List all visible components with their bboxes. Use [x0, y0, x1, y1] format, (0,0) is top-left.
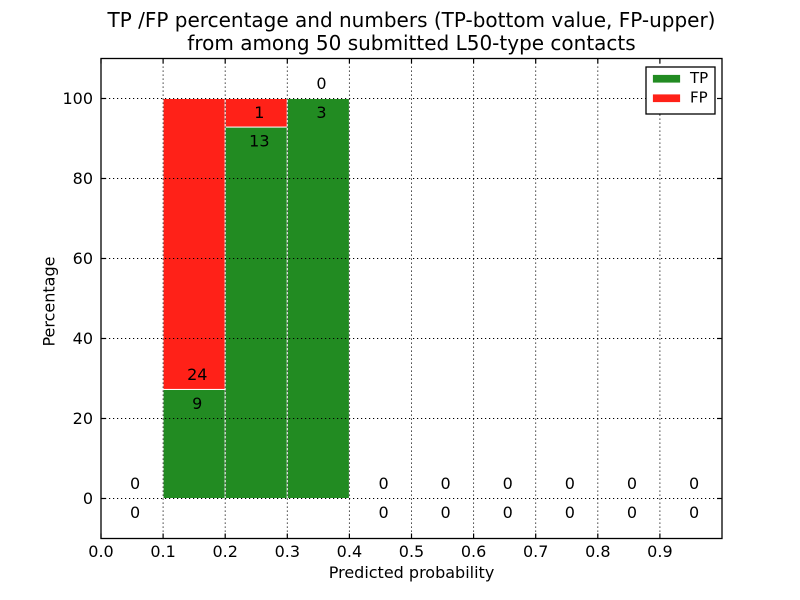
tp-count-label: 0	[689, 503, 699, 522]
x-tick-label: 0.6	[461, 542, 486, 561]
fp-count-label: 0	[441, 474, 451, 493]
fp-bar-segment	[224, 98, 288, 128]
fp-count-label: 0	[316, 74, 326, 93]
x-tick-label: 0.0	[88, 542, 113, 561]
fp-count-label: 1	[254, 103, 264, 122]
x-tick-label: 0.2	[212, 542, 237, 561]
tp-count-label: 0	[378, 503, 388, 522]
legend-fp-label: FP	[690, 89, 708, 107]
x-tick-label: 0.4	[337, 542, 362, 561]
x-axis-label: Predicted probability	[328, 563, 495, 582]
y-tick-label: 60	[73, 249, 93, 268]
tp-count-label: 13	[249, 132, 269, 151]
y-axis-label: Percentage	[39, 256, 59, 347]
fp-count-label: 0	[565, 474, 575, 493]
tp-count-label: 0	[441, 503, 451, 522]
y-tick-label: 80	[73, 169, 93, 188]
tp-count-label: 0	[565, 503, 575, 522]
tp-count-label: 9	[192, 394, 202, 413]
legend-fp-swatch	[652, 93, 681, 103]
y-tick-label: 40	[73, 329, 93, 348]
tp-bar-segment	[286, 98, 350, 499]
tp-count-label: 0	[130, 503, 140, 522]
fp-count-label: 0	[689, 474, 699, 493]
tp-count-label: 3	[316, 103, 326, 122]
chart-title: TP /FP percentage and numbers (TP-bottom…	[107, 8, 716, 32]
tp-count-label: 0	[503, 503, 513, 522]
fp-count-label: 0	[378, 474, 388, 493]
x-tick-label: 0.7	[523, 542, 548, 561]
y-tick-label: 0	[83, 489, 93, 508]
x-tick-label: 0.5	[399, 542, 424, 561]
legend-tp-label: TP	[689, 69, 708, 87]
fp-count-label: 24	[187, 365, 207, 384]
fp-count-label: 0	[627, 474, 637, 493]
x-tick-label: 0.9	[647, 542, 672, 561]
y-tick-label: 100	[62, 89, 93, 108]
legend-tp-swatch	[652, 74, 681, 84]
x-tick-label: 0.3	[275, 542, 300, 561]
chart-subtitle: from among 50 submitted L50-type contact…	[187, 31, 636, 55]
tp-bar-segment	[162, 388, 226, 500]
fp-count-label: 0	[503, 474, 513, 493]
x-tick-label: 0.1	[150, 542, 175, 561]
fp-count-label: 0	[130, 474, 140, 493]
x-tick-label: 0.8	[585, 542, 610, 561]
y-tick-label: 20	[73, 409, 93, 428]
chart-title-block: TP /FP percentage and numbers (TP-bottom…	[101, 9, 722, 55]
tp-bar-segment	[224, 126, 288, 499]
tp-count-label: 0	[627, 503, 637, 522]
fp-bar-segment	[162, 98, 226, 390]
